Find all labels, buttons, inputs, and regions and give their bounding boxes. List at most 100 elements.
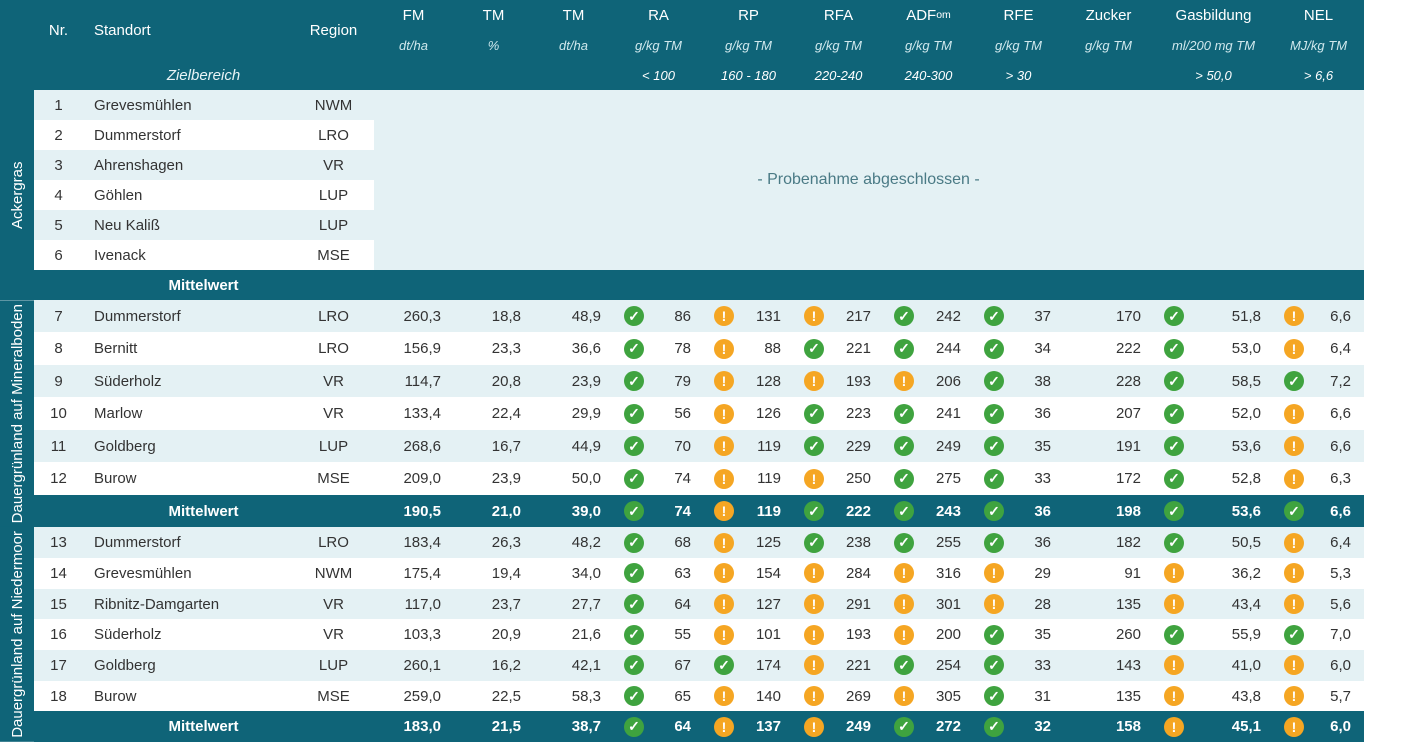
cell: !301 — [884, 589, 974, 620]
cell: 20,8 — [454, 365, 534, 397]
cell: ✓86 — [614, 300, 704, 332]
cell: MSE — [294, 681, 374, 712]
cell: Region — [294, 0, 374, 60]
cell: ✓31 — [974, 681, 1064, 712]
cell: 34,0 — [534, 558, 614, 589]
cell: ✓56 — [614, 397, 704, 429]
cell: ✓79 — [614, 365, 704, 397]
ok-icon: ✓ — [1164, 371, 1184, 391]
cell: 183,0 — [374, 711, 454, 742]
cell: 183,4 — [374, 527, 454, 558]
ok-icon: ✓ — [984, 533, 1004, 553]
cell: 20,9 — [454, 619, 534, 650]
cell: !193 — [794, 619, 884, 650]
cell: ✓7,2 — [1274, 365, 1364, 397]
cell: Grevesmühlen — [84, 558, 294, 589]
cell: MJ/kg TM — [1274, 30, 1364, 60]
ok-icon: ✓ — [624, 371, 644, 391]
warn-icon: ! — [804, 469, 824, 489]
cell: LRO — [294, 332, 374, 364]
cell — [1064, 60, 1154, 90]
cell: 117,0 — [374, 589, 454, 620]
ok-icon: ✓ — [804, 404, 824, 424]
warn-icon: ! — [804, 306, 824, 326]
cell: Standort — [84, 0, 294, 60]
ok-icon: ✓ — [624, 469, 644, 489]
warn-icon: ! — [1284, 404, 1304, 424]
cell: > 6,6 — [1274, 60, 1364, 90]
cell: ✓36 — [974, 397, 1064, 429]
cell: ✓70 — [614, 430, 704, 462]
cell: ADFom — [884, 0, 974, 30]
ok-icon: ✓ — [984, 501, 1004, 521]
cell: 6 — [34, 240, 84, 270]
cell: ✓222 — [794, 495, 884, 527]
ok-icon: ✓ — [984, 625, 1004, 645]
cell: !250 — [794, 462, 884, 494]
cell: ✓174 — [704, 650, 794, 681]
cell: ✓50,5 — [1154, 527, 1274, 558]
cell: Gasbildung — [1154, 0, 1274, 30]
cell: LRO — [294, 527, 374, 558]
ok-icon: ✓ — [984, 371, 1004, 391]
ok-icon: ✓ — [894, 306, 914, 326]
ok-icon: ✓ — [1284, 371, 1304, 391]
ok-icon: ✓ — [624, 717, 644, 737]
cell: ✓6,6 — [1274, 495, 1364, 527]
cell: LUP — [294, 180, 374, 210]
cell: RFE — [974, 0, 1064, 30]
cell — [374, 270, 454, 300]
cell: ✓229 — [794, 430, 884, 462]
cell: ✓35 — [974, 430, 1064, 462]
warn-icon: ! — [1164, 717, 1184, 737]
cell: ✓53,6 — [1154, 430, 1274, 462]
cell: 7 — [34, 300, 84, 332]
cell: Ribnitz-Damgarten — [84, 589, 294, 620]
ok-icon: ✓ — [624, 625, 644, 645]
cell: ✓255 — [884, 527, 974, 558]
ok-icon: ✓ — [1164, 533, 1184, 553]
warn-icon: ! — [1284, 306, 1304, 326]
cell: RFA — [794, 0, 884, 30]
cell: 260 — [1064, 619, 1154, 650]
cell: !193 — [794, 365, 884, 397]
cell: ✓7,0 — [1274, 619, 1364, 650]
cell: !119 — [704, 430, 794, 462]
cell: 268,6 — [374, 430, 454, 462]
cell: ml/200 mg TM — [1154, 30, 1274, 60]
cell: 21,5 — [454, 711, 534, 742]
section-label: Dauergrünland auf Mineralboden — [0, 300, 34, 527]
cell — [614, 270, 704, 300]
ok-icon: ✓ — [894, 717, 914, 737]
ok-icon: ✓ — [894, 436, 914, 456]
warn-icon: ! — [804, 594, 824, 614]
cell: 16,2 — [454, 650, 534, 681]
cell: MSE — [294, 462, 374, 494]
cell: ✓242 — [884, 300, 974, 332]
ok-icon: ✓ — [804, 339, 824, 359]
cell: ✓64 — [614, 589, 704, 620]
cell: 38,7 — [534, 711, 614, 742]
cell: 10 — [34, 397, 84, 429]
warn-icon: ! — [1164, 594, 1184, 614]
cell: !291 — [794, 589, 884, 620]
cell: Burow — [84, 681, 294, 712]
cell: ✓275 — [884, 462, 974, 494]
cell: Nr. — [34, 0, 84, 60]
cell: 172 — [1064, 462, 1154, 494]
warn-icon: ! — [714, 594, 734, 614]
warn-icon: ! — [714, 625, 734, 645]
cell: ✓63 — [614, 558, 704, 589]
cell: 50,0 — [534, 462, 614, 494]
cell: 29,9 — [534, 397, 614, 429]
cell: dt/ha — [374, 30, 454, 60]
cell: 27,7 — [534, 589, 614, 620]
ok-icon: ✓ — [894, 404, 914, 424]
cell: % — [454, 30, 534, 60]
cell: 170 — [1064, 300, 1154, 332]
cell: Dummerstorf — [84, 300, 294, 332]
cell: !140 — [704, 681, 794, 712]
warn-icon: ! — [714, 404, 734, 424]
cell: 5 — [34, 210, 84, 240]
cell: g/kg TM — [614, 30, 704, 60]
